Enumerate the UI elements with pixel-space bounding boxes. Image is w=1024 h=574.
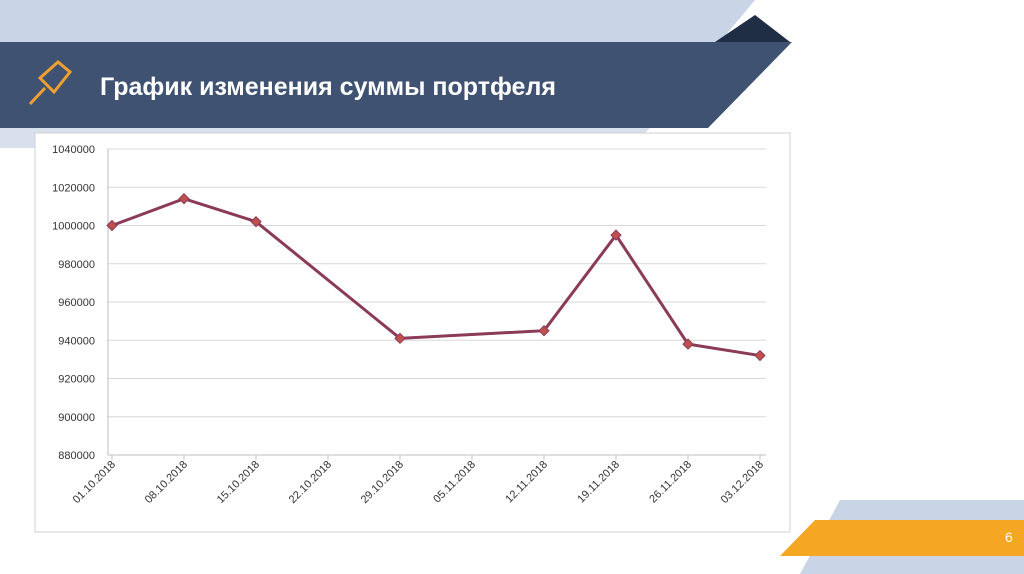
marker [610, 229, 622, 241]
marker [754, 349, 766, 362]
marker [682, 338, 694, 350]
pin-icon [28, 60, 73, 106]
y-tick-label: 980000 [58, 259, 95, 271]
top-band [0, 0, 755, 42]
y-tick-label: 1000000 [52, 221, 95, 233]
page-number: 6 [1005, 529, 1013, 545]
page-band [780, 520, 1024, 556]
slide-title: График изменения суммы портфеля [100, 73, 556, 101]
y-tick-label: 900000 [58, 412, 95, 424]
y-tick-label: 880000 [58, 450, 95, 462]
y-tick-label: 940000 [58, 335, 95, 347]
marker [394, 332, 406, 345]
y-tick-label: 920000 [58, 374, 95, 386]
marker [178, 193, 190, 205]
title-banner [0, 42, 792, 128]
chart-frame [34, 132, 791, 533]
marker [538, 324, 550, 337]
y-tick-label: 1020000 [52, 182, 95, 194]
y-tick-label: 1040000 [52, 144, 95, 156]
marker [106, 219, 118, 232]
y-tick-label: 960000 [58, 297, 95, 309]
banner-fold [715, 15, 790, 42]
marker [250, 215, 262, 228]
series-line [111, 197, 761, 358]
